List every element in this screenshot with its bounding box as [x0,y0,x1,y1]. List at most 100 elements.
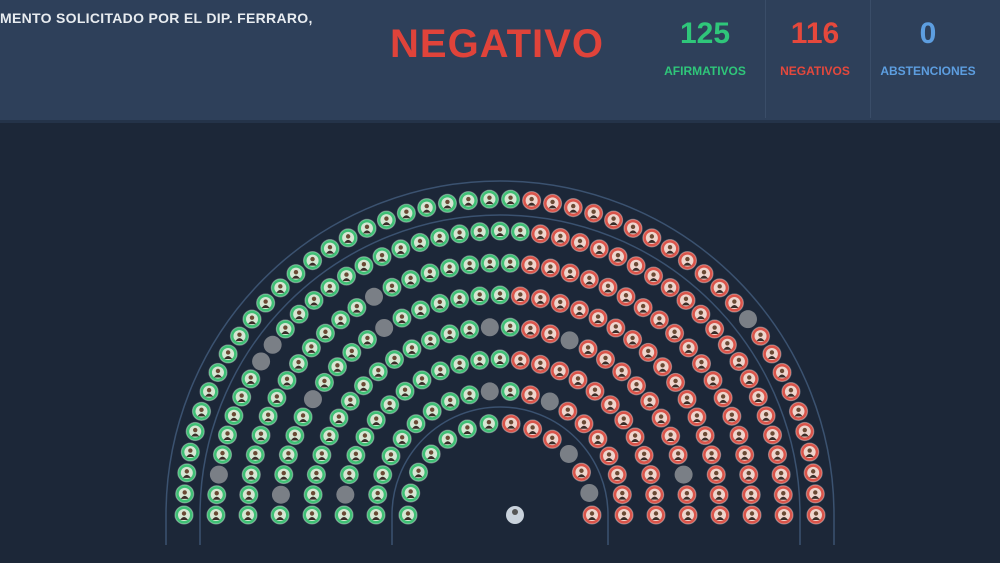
seat-negativo[interactable] [570,232,590,253]
seat-negativo[interactable] [560,263,580,283]
seat-afirmativo[interactable] [357,218,377,238]
seat-negativo[interactable] [522,190,542,211]
seat-negativo[interactable] [510,350,530,370]
seat-afirmativo[interactable] [366,505,386,525]
seat-negativo[interactable] [584,203,604,223]
seat-negativo[interactable] [709,485,729,505]
seat-negativo[interactable] [803,463,823,483]
seat-negativo[interactable] [706,464,726,485]
seat-negativo[interactable] [520,385,541,405]
seat-negativo[interactable] [606,318,626,338]
seat-afirmativo[interactable] [440,324,460,344]
seat-ausente[interactable] [263,335,282,354]
seat-negativo[interactable] [589,239,609,259]
seat-negativo[interactable] [626,376,647,396]
seat-negativo[interactable] [695,425,715,446]
seat-afirmativo[interactable] [277,370,297,390]
seat-ausente[interactable] [336,485,355,504]
seat-afirmativo[interactable] [320,278,340,298]
seat-negativo[interactable] [550,227,570,248]
seat-negativo[interactable] [651,408,671,428]
seat-negativo[interactable] [607,465,627,485]
seat-negativo[interactable] [600,395,620,415]
seat-afirmativo[interactable] [301,338,321,358]
seat-ausente[interactable] [365,287,383,306]
seat-negativo[interactable] [569,300,590,320]
seat-negativo[interactable] [588,308,608,328]
seat-afirmativo[interactable] [302,505,322,525]
seat-afirmativo[interactable] [490,221,510,241]
seat-ausente[interactable] [580,483,599,502]
seat-negativo[interactable] [762,344,782,364]
seat-afirmativo[interactable] [479,414,499,434]
seat-negativo[interactable] [642,228,662,248]
seat-negativo[interactable] [623,218,643,238]
seat-afirmativo[interactable] [372,247,392,267]
seat-negativo[interactable] [643,266,664,286]
seat-negativo[interactable] [501,414,521,434]
seat-afirmativo[interactable] [450,354,470,374]
seat-afirmativo[interactable] [420,263,440,283]
seat-negativo[interactable] [742,505,762,525]
seat-ausente[interactable] [480,382,499,401]
seat-afirmativo[interactable] [373,465,393,485]
seat-negativo[interactable] [767,445,788,465]
seat-afirmativo[interactable] [459,385,480,405]
seat-afirmativo[interactable] [336,266,357,286]
seat-afirmativo[interactable] [278,445,298,465]
seat-negativo[interactable] [638,342,658,363]
seat-afirmativo[interactable] [381,446,401,466]
seat-afirmativo[interactable] [347,298,367,318]
seat-afirmativo[interactable] [395,381,415,401]
seat-afirmativo[interactable] [366,410,386,430]
seat-afirmativo[interactable] [422,401,442,421]
seat-negativo[interactable] [739,464,759,485]
seat-negativo[interactable] [774,505,794,525]
seat-negativo[interactable] [542,429,562,449]
seat-negativo[interactable] [729,425,749,445]
seat-afirmativo[interactable] [480,253,500,273]
seat-negativo[interactable] [703,370,723,390]
seat-afirmativo[interactable] [320,239,340,259]
seat-negativo[interactable] [660,278,680,298]
seat-negativo[interactable] [729,351,749,372]
seat-afirmativo[interactable] [437,193,458,214]
seat-negativo[interactable] [805,484,825,504]
seat-afirmativo[interactable] [342,342,362,363]
seat-afirmativo[interactable] [458,190,478,211]
seat-negativo[interactable] [668,445,688,465]
seat-ausente[interactable] [674,465,693,484]
seat-negativo[interactable] [748,387,768,407]
seat-afirmativo[interactable] [346,445,366,465]
seat-afirmativo[interactable] [331,310,351,330]
seat-afirmativo[interactable] [382,277,402,297]
seat-negativo[interactable] [660,239,680,259]
seat-afirmativo[interactable] [242,309,262,329]
seat-negativo[interactable] [710,278,730,298]
seat-negativo[interactable] [702,445,722,465]
seat-negativo[interactable] [724,293,744,313]
seat-negativo[interactable] [756,406,776,426]
seat-afirmativo[interactable] [460,255,480,275]
seat-negativo[interactable] [614,505,634,525]
seat-negativo[interactable] [806,505,826,525]
seat-afirmativo[interactable] [459,319,480,340]
seat-negativo[interactable] [599,446,619,466]
seat-negativo[interactable] [540,324,560,344]
seat-afirmativo[interactable] [355,427,375,447]
seat-negativo[interactable] [800,442,820,462]
seat-afirmativo[interactable] [410,232,430,253]
seat-afirmativo[interactable] [384,349,405,369]
seat-afirmativo[interactable] [339,465,359,485]
seat-afirmativo[interactable] [402,339,422,359]
seat-afirmativo[interactable] [334,505,354,525]
seat-afirmativo[interactable] [327,357,348,377]
seat-afirmativo[interactable] [302,250,323,271]
seat-afirmativo[interactable] [376,210,397,230]
seat-afirmativo[interactable] [406,414,426,434]
seat-negativo[interactable] [579,269,599,289]
seat-negativo[interactable] [795,421,815,442]
seat-negativo[interactable] [646,505,666,525]
seat-afirmativo[interactable] [398,505,418,525]
seat-ausente[interactable] [480,318,499,337]
